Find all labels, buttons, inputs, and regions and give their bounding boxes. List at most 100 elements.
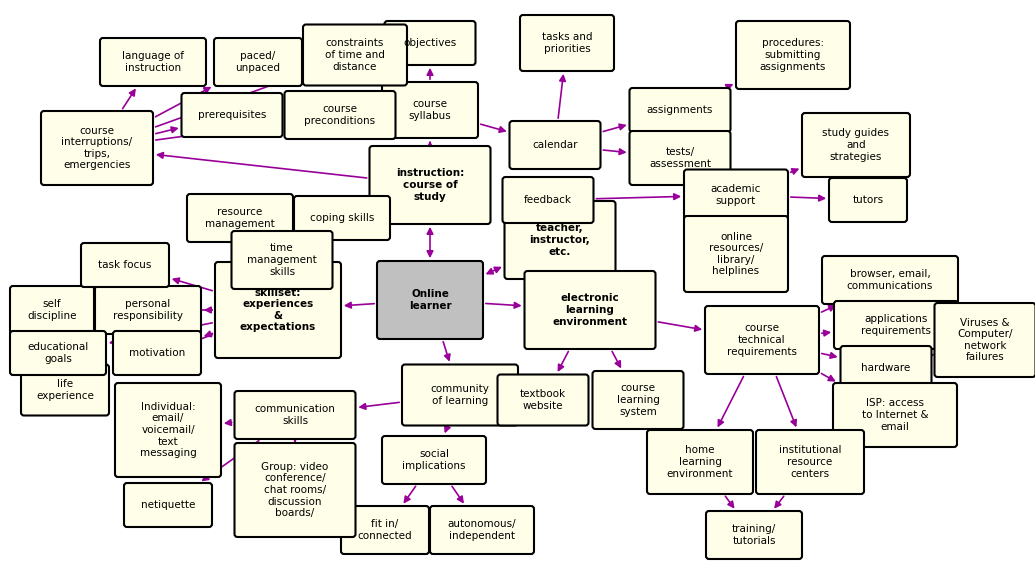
- Text: assignments: assignments: [647, 105, 713, 115]
- Text: instruction:
course of
study: instruction: course of study: [395, 168, 464, 202]
- FancyBboxPatch shape: [187, 194, 293, 242]
- Text: Group: video
conference/
chat rooms/
discussion
boards/: Group: video conference/ chat rooms/ dis…: [262, 462, 329, 518]
- Text: procedures:
submitting
assignments: procedures: submitting assignments: [760, 39, 826, 71]
- Text: calendar: calendar: [532, 140, 578, 150]
- Text: course
preconditions: course preconditions: [304, 104, 376, 126]
- FancyBboxPatch shape: [833, 383, 957, 447]
- Text: language of
instruction: language of instruction: [122, 51, 184, 73]
- Text: autonomous/
independent: autonomous/ independent: [448, 519, 516, 541]
- FancyBboxPatch shape: [369, 146, 491, 224]
- Text: social
implications: social implications: [403, 449, 466, 471]
- Text: educational
goals: educational goals: [27, 342, 89, 364]
- Text: objectives: objectives: [404, 38, 456, 48]
- Text: tasks and
priorities: tasks and priorities: [541, 32, 592, 54]
- Text: resource
management: resource management: [205, 207, 275, 229]
- FancyBboxPatch shape: [113, 331, 201, 375]
- Text: coping skills: coping skills: [309, 213, 375, 223]
- Text: home
learning
environment: home learning environment: [667, 445, 733, 479]
- FancyBboxPatch shape: [629, 88, 731, 132]
- FancyBboxPatch shape: [834, 301, 958, 349]
- FancyBboxPatch shape: [525, 271, 655, 349]
- FancyBboxPatch shape: [684, 216, 788, 292]
- FancyBboxPatch shape: [303, 25, 407, 85]
- FancyBboxPatch shape: [235, 443, 355, 537]
- Text: tutors: tutors: [853, 195, 884, 205]
- Text: institutional
resource
centers: institutional resource centers: [778, 445, 841, 479]
- Text: study guides
and
strategies: study guides and strategies: [823, 128, 889, 162]
- Text: tests/
assessment: tests/ assessment: [649, 147, 711, 169]
- FancyBboxPatch shape: [215, 262, 341, 358]
- FancyBboxPatch shape: [377, 261, 483, 339]
- FancyBboxPatch shape: [115, 383, 221, 477]
- FancyBboxPatch shape: [520, 15, 614, 71]
- Text: time
management
skills: time management skills: [247, 244, 317, 276]
- Text: ISP: access
to Internet &
email: ISP: access to Internet & email: [862, 399, 928, 431]
- FancyBboxPatch shape: [509, 121, 600, 169]
- Text: communication
skills: communication skills: [255, 404, 335, 426]
- Text: task focus: task focus: [98, 260, 152, 270]
- Text: academic
support: academic support: [711, 184, 761, 206]
- Text: training/
tutorials: training/ tutorials: [732, 524, 776, 546]
- Text: netiquette: netiquette: [141, 500, 196, 510]
- FancyBboxPatch shape: [21, 365, 109, 415]
- Text: course
syllabus: course syllabus: [409, 99, 451, 121]
- Text: paced/
unpaced: paced/ unpaced: [236, 51, 280, 73]
- FancyBboxPatch shape: [592, 371, 683, 429]
- FancyBboxPatch shape: [214, 38, 302, 86]
- FancyBboxPatch shape: [95, 286, 201, 334]
- Text: textbook
website: textbook website: [520, 389, 566, 411]
- Text: teacher,
instructor,
etc.: teacher, instructor, etc.: [530, 223, 590, 256]
- FancyBboxPatch shape: [382, 436, 486, 484]
- FancyBboxPatch shape: [430, 506, 534, 554]
- FancyBboxPatch shape: [81, 243, 169, 287]
- FancyBboxPatch shape: [285, 91, 395, 139]
- FancyBboxPatch shape: [235, 391, 355, 439]
- FancyBboxPatch shape: [181, 93, 283, 137]
- Text: life
experience: life experience: [36, 379, 94, 401]
- Text: online
resources/
library/
helplines: online resources/ library/ helplines: [709, 232, 763, 276]
- FancyBboxPatch shape: [706, 511, 802, 559]
- FancyBboxPatch shape: [756, 430, 864, 494]
- Text: course
learning
system: course learning system: [617, 384, 659, 416]
- FancyBboxPatch shape: [232, 231, 332, 289]
- FancyBboxPatch shape: [341, 506, 428, 554]
- Text: personal
responsibility: personal responsibility: [113, 299, 183, 321]
- Text: motivation: motivation: [129, 348, 185, 358]
- Text: self
discipline: self discipline: [27, 299, 77, 321]
- FancyBboxPatch shape: [684, 169, 788, 221]
- FancyBboxPatch shape: [384, 21, 475, 65]
- FancyBboxPatch shape: [402, 365, 518, 426]
- FancyBboxPatch shape: [736, 21, 850, 89]
- FancyBboxPatch shape: [10, 286, 94, 334]
- FancyBboxPatch shape: [822, 256, 958, 304]
- Text: applications
requirements: applications requirements: [861, 314, 932, 336]
- FancyBboxPatch shape: [840, 346, 932, 390]
- Text: hardware: hardware: [861, 363, 911, 373]
- FancyBboxPatch shape: [829, 178, 907, 222]
- Text: course
technical
requirements: course technical requirements: [727, 323, 797, 357]
- Text: Online
learner: Online learner: [409, 289, 451, 311]
- Text: browser, email,
communications: browser, email, communications: [847, 269, 934, 291]
- FancyBboxPatch shape: [382, 82, 478, 138]
- FancyBboxPatch shape: [10, 331, 106, 375]
- Text: prerequisites: prerequisites: [198, 110, 266, 120]
- Text: community
of learning: community of learning: [431, 384, 490, 406]
- FancyBboxPatch shape: [504, 201, 616, 279]
- Text: Viruses &
Computer/
network
failures: Viruses & Computer/ network failures: [957, 317, 1013, 362]
- FancyBboxPatch shape: [705, 306, 819, 374]
- FancyBboxPatch shape: [647, 430, 753, 494]
- FancyBboxPatch shape: [498, 374, 589, 426]
- FancyBboxPatch shape: [802, 113, 910, 177]
- FancyBboxPatch shape: [935, 303, 1035, 377]
- Text: Individual:
email/
voicemail/
text
messaging: Individual: email/ voicemail/ text messa…: [140, 402, 197, 458]
- FancyBboxPatch shape: [294, 196, 390, 240]
- Text: feedback: feedback: [524, 195, 572, 205]
- Text: constraints
of time and
distance: constraints of time and distance: [325, 39, 385, 71]
- Text: fit in/
connected: fit in/ connected: [358, 519, 412, 541]
- Text: electronic
learning
environment: electronic learning environment: [553, 293, 627, 327]
- FancyBboxPatch shape: [503, 177, 593, 223]
- Text: skillset:
experiences
&
expectations: skillset: experiences & expectations: [240, 287, 316, 332]
- FancyBboxPatch shape: [100, 38, 206, 86]
- FancyBboxPatch shape: [124, 483, 212, 527]
- FancyBboxPatch shape: [629, 131, 731, 185]
